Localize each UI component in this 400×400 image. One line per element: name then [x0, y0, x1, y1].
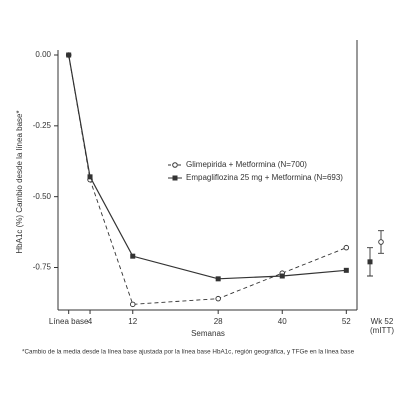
marker — [87, 174, 93, 180]
wk52-label: (mITT) — [370, 326, 394, 335]
x-tick-label: Línea base — [49, 317, 89, 326]
marker — [129, 301, 136, 308]
marker — [215, 295, 221, 302]
x-tick-label: 4 — [88, 317, 93, 326]
marker — [343, 267, 349, 273]
y-axis-label: HbA1c (%) Cambio desde la línea base* — [15, 110, 24, 253]
x-tick-label: 52 — [342, 317, 351, 326]
legend-marker — [172, 162, 178, 168]
wk52-label: Wk 52 — [371, 317, 394, 326]
marker — [130, 253, 136, 259]
y-tick-label: -0.25 — [33, 121, 52, 130]
marker — [215, 276, 221, 282]
marker — [378, 239, 384, 245]
marker — [367, 259, 373, 265]
footnote: *Cambio de la media desde la línea base … — [22, 349, 355, 356]
x-tick-label: 12 — [128, 317, 137, 326]
x-tick-label: 28 — [214, 317, 223, 326]
y-tick-label: 0.00 — [35, 50, 51, 59]
marker — [279, 273, 285, 279]
legend-label: Glimepirida + Metformina (N=700) — [186, 160, 307, 169]
x-axis-label: Semanas — [191, 329, 225, 338]
y-tick-label: -0.50 — [33, 192, 52, 201]
legend-label: Empagliflozina 25 mg + Metformina (N=693… — [186, 173, 343, 182]
marker — [343, 244, 350, 251]
series-line — [68, 54, 347, 280]
marker — [66, 52, 72, 58]
y-tick-label: -0.75 — [33, 263, 52, 272]
legend-marker — [172, 175, 178, 181]
x-tick-label: 40 — [278, 317, 287, 326]
